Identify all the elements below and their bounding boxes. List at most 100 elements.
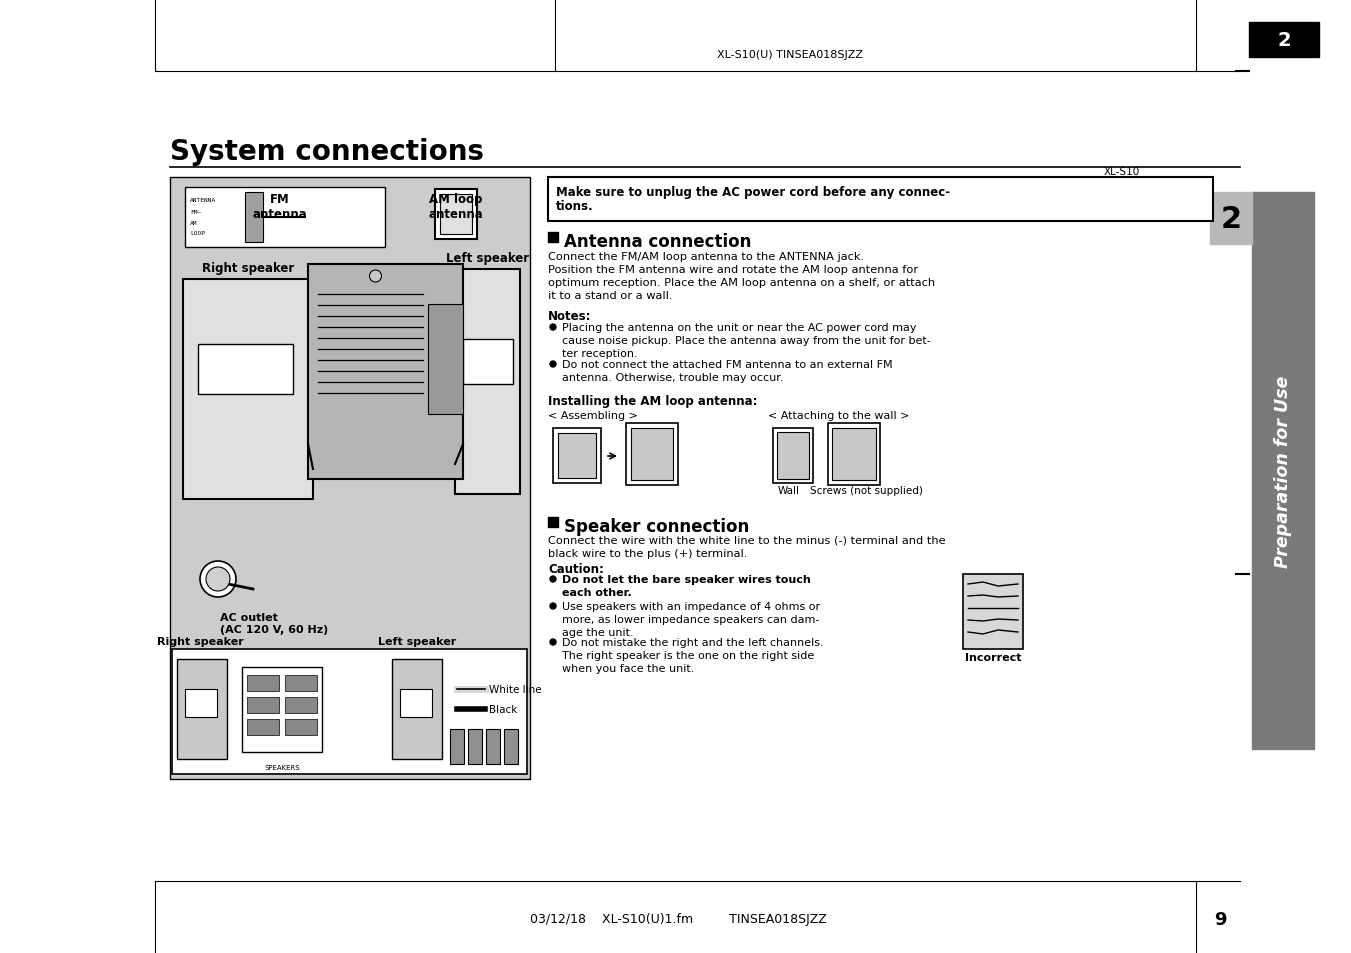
Text: Position the FM antenna wire and rotate the AM loop antenna for: Position the FM antenna wire and rotate …	[549, 265, 919, 274]
Bar	[549, 517, 558, 527]
Bar	[392, 659, 442, 760]
Text: Connect the FM/AM loop antenna to the ANTENNA jack.: Connect the FM/AM loop antenna to the AN…	[549, 252, 865, 262]
Text: < Attaching to the wall >: < Attaching to the wall >	[767, 411, 909, 420]
Text: Notes:: Notes:	[549, 310, 592, 323]
Text: Right speaker: Right speaker	[157, 637, 243, 646]
Bar	[463, 339, 513, 385]
Text: 2: 2	[1220, 204, 1242, 233]
Circle shape	[205, 567, 230, 592]
Text: age the unit.: age the unit.	[562, 627, 634, 638]
Bar	[455, 270, 520, 495]
Bar	[182, 280, 313, 499]
Bar	[308, 265, 463, 479]
Text: more, as lower impedance speakers can dam-: more, as lower impedance speakers can da…	[562, 615, 819, 624]
Text: Left speaker: Left speaker	[446, 252, 530, 265]
Text: Do not connect the attached FM antenna to an external FM: Do not connect the attached FM antenna t…	[562, 359, 893, 370]
Text: tions.: tions.	[557, 200, 593, 213]
Text: antenna. Otherwise, trouble may occur.: antenna. Otherwise, trouble may occur.	[562, 373, 784, 382]
Text: FM—: FM—	[190, 210, 201, 214]
Bar	[450, 729, 463, 764]
Bar	[549, 233, 558, 243]
Circle shape	[550, 361, 557, 368]
Bar	[247, 720, 280, 735]
Text: 9: 9	[1213, 910, 1227, 928]
Bar	[177, 659, 227, 760]
Text: AC outlet
(AC 120 V, 60 Hz): AC outlet (AC 120 V, 60 Hz)	[220, 613, 328, 634]
Bar	[486, 729, 500, 764]
Bar	[558, 434, 596, 478]
Text: LOOP: LOOP	[190, 231, 205, 235]
Circle shape	[550, 639, 557, 645]
Circle shape	[200, 561, 236, 598]
Bar	[832, 429, 875, 480]
Text: Black: Black	[489, 704, 517, 714]
Text: < Assembling >: < Assembling >	[549, 411, 638, 420]
Bar	[963, 575, 1023, 649]
Text: Connect the wire with the white line to the minus (-) terminal and the: Connect the wire with the white line to …	[549, 536, 946, 545]
Text: Do not let the bare speaker wires touch: Do not let the bare speaker wires touch	[562, 575, 811, 584]
Text: it to a stand or a wall.: it to a stand or a wall.	[549, 291, 673, 301]
Text: The right speaker is the one on the right side: The right speaker is the one on the righ…	[562, 650, 815, 660]
Bar	[553, 429, 601, 483]
Text: AM: AM	[190, 221, 197, 226]
Text: when you face the unit.: when you face the unit.	[562, 663, 694, 673]
Text: Caution:: Caution:	[549, 562, 604, 576]
Text: White line: White line	[489, 684, 542, 695]
Text: Screws (not supplied): Screws (not supplied)	[811, 485, 923, 496]
Text: Preparation for Use: Preparation for Use	[1274, 375, 1292, 567]
Bar	[1252, 193, 1315, 749]
Bar	[242, 667, 322, 752]
Text: XL-S10(U) TINSEA018SJZZ: XL-S10(U) TINSEA018SJZZ	[717, 50, 863, 60]
Bar	[247, 698, 280, 713]
Text: Right speaker: Right speaker	[201, 262, 295, 274]
Bar	[1210, 193, 1252, 245]
Bar	[172, 649, 527, 774]
Circle shape	[550, 577, 557, 582]
Text: Antenna connection: Antenna connection	[563, 233, 751, 251]
Text: Placing the antenna on the unit or near the AC power cord may: Placing the antenna on the unit or near …	[562, 323, 916, 333]
Text: 03/12/18    XL-S10(U)1.fm         TINSEA018SJZZ: 03/12/18 XL-S10(U)1.fm TINSEA018SJZZ	[530, 913, 827, 925]
Text: System connections: System connections	[170, 138, 484, 166]
Bar	[435, 190, 477, 240]
Text: XL-S10: XL-S10	[1104, 167, 1140, 177]
Circle shape	[370, 271, 381, 283]
Bar	[467, 729, 482, 764]
Bar	[1250, 23, 1319, 58]
Bar	[631, 429, 673, 480]
Bar	[285, 720, 317, 735]
Text: Do not mistake the right and the left channels.: Do not mistake the right and the left ch…	[562, 638, 824, 647]
Text: black wire to the plus (+) terminal.: black wire to the plus (+) terminal.	[549, 548, 747, 558]
Text: ter reception.: ter reception.	[562, 349, 638, 358]
Bar	[185, 188, 385, 248]
Circle shape	[550, 325, 557, 331]
Bar	[773, 429, 813, 483]
Text: Left speaker: Left speaker	[378, 637, 457, 646]
Bar	[199, 345, 293, 395]
Bar	[400, 689, 432, 718]
Text: Incorrect: Incorrect	[965, 652, 1021, 662]
Bar	[170, 178, 530, 780]
Bar	[285, 698, 317, 713]
Circle shape	[550, 603, 557, 609]
Bar	[828, 423, 880, 485]
Text: ANTENNA: ANTENNA	[190, 198, 216, 203]
Text: FM
antenna: FM antenna	[253, 193, 308, 221]
Bar	[428, 305, 463, 415]
Bar	[626, 423, 678, 485]
Text: cause noise pickup. Place the antenna away from the unit for bet-: cause noise pickup. Place the antenna aw…	[562, 335, 931, 346]
Bar	[549, 178, 1213, 222]
Text: Speaker connection: Speaker connection	[563, 517, 750, 536]
Text: 2: 2	[1277, 30, 1290, 50]
Bar	[285, 676, 317, 691]
Bar	[504, 729, 517, 764]
Bar	[185, 689, 218, 718]
Text: SPEAKERS: SPEAKERS	[265, 764, 300, 770]
Text: each other.: each other.	[562, 587, 632, 598]
Text: Wall: Wall	[778, 485, 800, 496]
Text: optimum reception. Place the AM loop antenna on a shelf, or attach: optimum reception. Place the AM loop ant…	[549, 277, 935, 288]
Bar	[247, 676, 280, 691]
Text: Installing the AM loop antenna:: Installing the AM loop antenna:	[549, 395, 758, 408]
Bar	[245, 193, 263, 243]
Bar	[440, 194, 471, 234]
Text: Make sure to unplug the AC power cord before any connec-: Make sure to unplug the AC power cord be…	[557, 186, 950, 199]
